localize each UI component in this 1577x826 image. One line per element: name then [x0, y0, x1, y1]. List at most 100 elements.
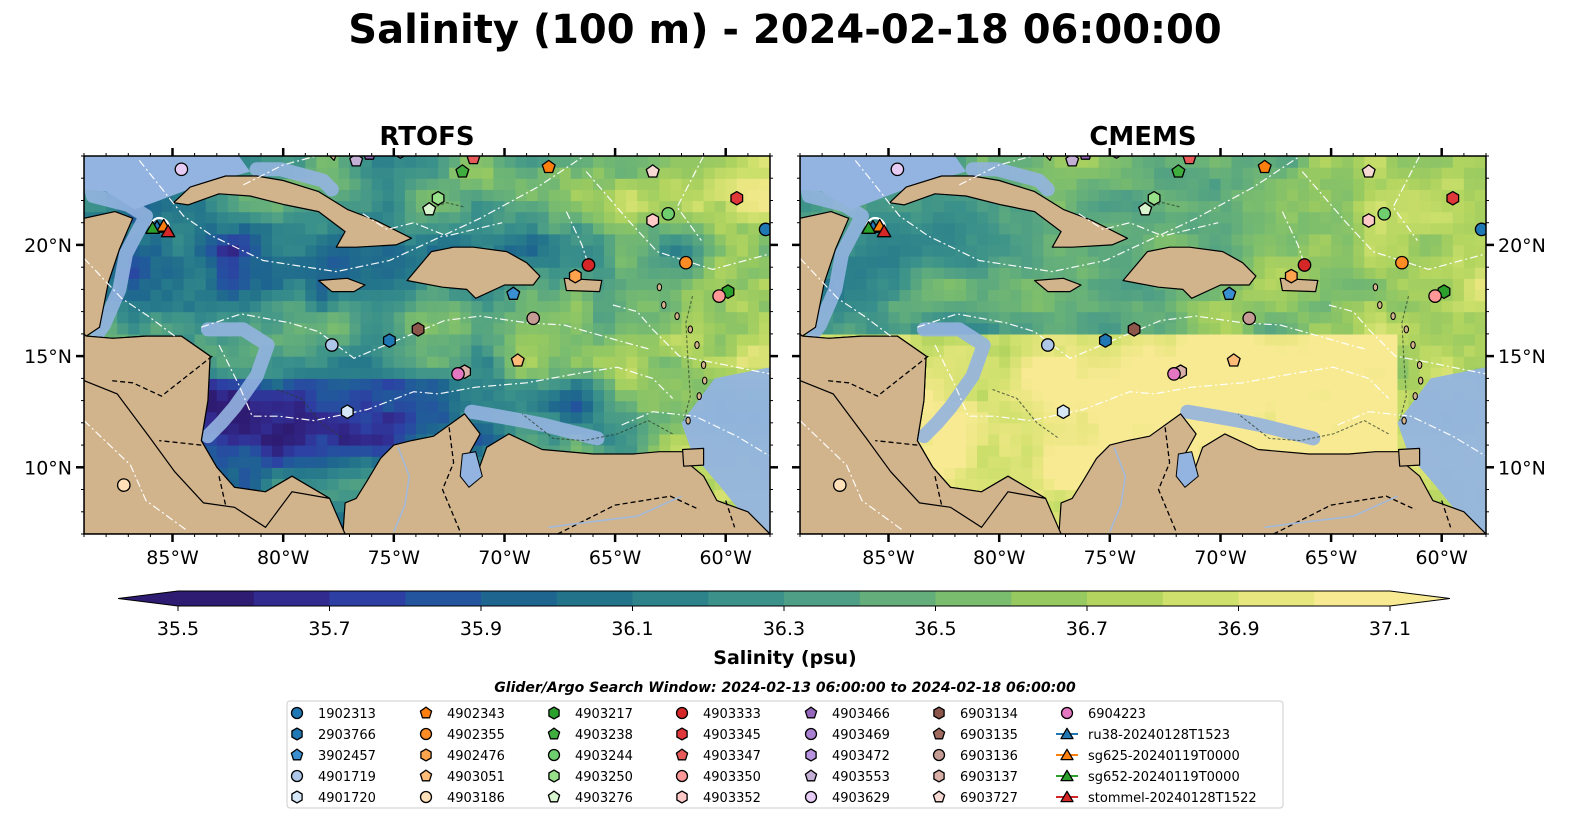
marker-4903276-p1: [1138, 202, 1153, 216]
legend-item: 4902343: [419, 706, 505, 722]
legend-label: 4902343: [447, 707, 505, 722]
legend-marker: [932, 727, 946, 740]
legend-marker: [1060, 769, 1074, 782]
legend-item: 4903244: [547, 748, 633, 764]
legend-marker: [547, 790, 561, 803]
marker-2903766-p1: [1098, 333, 1112, 348]
legend-item: 4903347: [675, 748, 761, 764]
marker-4903244-p1: [1377, 206, 1392, 221]
legend-item: 4903276: [547, 790, 633, 806]
marker-4903345-p0: [730, 190, 744, 206]
legend-item: 4903469: [804, 727, 890, 743]
legend-marker: [548, 706, 560, 720]
legend-marker: [932, 790, 946, 803]
marker-4903051-p0: [510, 353, 525, 367]
colorbar-segment: [405, 591, 482, 606]
legend-item: 1902313: [290, 706, 376, 722]
marker-sg652-20240119T0000-p0: [145, 221, 160, 234]
legend-label: 4903553: [832, 770, 890, 785]
colorbar-segment: [784, 591, 861, 606]
marker-4903347-p0: [466, 156, 481, 165]
legend-item: 4903472: [805, 748, 890, 764]
legend-item: 4903250: [548, 769, 633, 785]
legend-item: 4903217: [548, 706, 633, 722]
marker-4902343-p0: [541, 159, 556, 174]
marker-4903350-p0: [712, 289, 726, 303]
legend-marker: [932, 748, 946, 762]
marker-4902355-p1: [1395, 255, 1409, 270]
legend-item: 4903238: [547, 727, 633, 743]
colorbar-extend-max: [1390, 591, 1450, 606]
marker-6903727-p1: [1361, 164, 1376, 178]
legend-label: 4903350: [703, 770, 761, 785]
legend-frame: [286, 700, 1284, 809]
colorbar-segment: [859, 591, 937, 606]
platform-markers-rtofs: [116, 156, 770, 492]
marker-stommel-20240128T1522-p0: [160, 224, 176, 238]
legend-label: 4901720: [318, 791, 376, 806]
legend-marker: [675, 706, 689, 720]
marker-4903238-p1: [1171, 164, 1186, 178]
marker-4903333-p1: [1297, 258, 1312, 272]
colorbar-segment: [708, 591, 785, 606]
legend-label: 6903135: [960, 728, 1018, 743]
legend-label: 4903051: [447, 770, 505, 785]
marker-4903250-p1: [1147, 190, 1161, 206]
legend-marker: [290, 706, 304, 720]
marker-sg652-20240119T0000-p1: [861, 221, 876, 234]
x-tick-label: 80°W: [257, 547, 310, 569]
marker-4903250-p0: [431, 190, 445, 206]
legend-marker: [290, 769, 304, 783]
marker-6904223-p1: [1167, 367, 1181, 381]
legend-item: 6903135: [932, 727, 1018, 743]
marker-4903244-p0: [661, 206, 676, 221]
y-tick-label: 20°N: [1498, 235, 1546, 257]
y-tick-label: 10°N: [1498, 457, 1546, 479]
legend-item: 6903134: [933, 706, 1018, 722]
x-tick-label: 75°W: [1084, 547, 1137, 569]
marker-6903134-p0: [411, 322, 425, 337]
y-tick-label: 15°N: [24, 346, 72, 368]
legend-item: 6903137: [933, 769, 1018, 785]
marker-1902313-p1: [1474, 222, 1486, 237]
legend-label: sg652-20240119T0000: [1088, 770, 1240, 785]
y-tick-label: 15°N: [1498, 346, 1546, 368]
legend-marker: [420, 748, 432, 762]
legend-marker: [547, 748, 561, 762]
marker-4903466-p0: [363, 156, 376, 160]
map-frame-rtofs: [83, 155, 771, 535]
legend: 1902313 2903766 3902457 4901719 4901720 49023…: [286, 700, 1284, 809]
marker-stommel-20240128T1522-p1: [876, 224, 892, 238]
marker-4903238-p0: [455, 164, 470, 178]
figure-title: Salinity (100 m) - 2024-02-18 06:00:00: [348, 7, 1221, 53]
legend-marker: [1060, 727, 1074, 740]
legend-marker: [675, 748, 689, 761]
marker-4903553-p1: [1065, 156, 1080, 167]
colorbar-segment: [1314, 591, 1391, 606]
marker-4903345-p1: [1446, 190, 1460, 206]
legend-label: 6903134: [960, 707, 1018, 722]
legend-item: stommel-20240128T1522: [1056, 790, 1257, 806]
map-panel-rtofs: RTOFS 85°W 80°W 75°W 70°W 65°W 60°W 10°N 15°N 20…: [24, 122, 778, 569]
marker-4903553-p0: [349, 156, 364, 167]
marker-4903186-p1: [832, 478, 847, 492]
legend-marker: [676, 727, 688, 741]
legend-label: 4903333: [703, 707, 761, 722]
eez-boundaries-cmems: [800, 156, 1486, 534]
legend-label: 3902457: [318, 749, 376, 764]
marker-4903051-p1: [1226, 353, 1241, 367]
legend-marker: [547, 727, 561, 740]
marker-3902457-p1: [1222, 286, 1237, 300]
marker-4902355-p0: [679, 255, 693, 270]
legend-label: stommel-20240128T1522: [1088, 791, 1257, 806]
legend-item: 4903352: [676, 790, 761, 806]
marker-1902313-p0: [758, 222, 770, 237]
legend-label: ru38-20240128T1523: [1088, 728, 1230, 743]
legend-label: 4903217: [575, 707, 633, 722]
legend-label: 6904223: [1088, 707, 1146, 722]
legend-label: 4903244: [575, 749, 633, 764]
legend-item: 4902476: [420, 748, 505, 764]
marker-4903350-p1: [1428, 289, 1442, 303]
x-tick-label: 85°W: [146, 547, 199, 569]
